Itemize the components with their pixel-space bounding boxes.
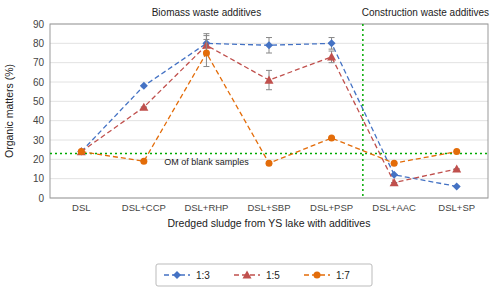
x-tick-label: DSL+AAC [372, 202, 416, 213]
x-tick-label: DSL [72, 202, 90, 213]
annotation: Biomass waste additives [152, 7, 262, 18]
data-point [265, 41, 273, 49]
data-point [139, 103, 148, 111]
grid-line [50, 101, 488, 102]
legend-marker [243, 271, 252, 279]
error-bar [203, 39, 209, 66]
data-point [327, 52, 336, 60]
y-tick-label: 90 [33, 19, 45, 30]
data-point [391, 160, 398, 167]
error-bar-cap [203, 33, 209, 34]
series-line [81, 53, 456, 163]
data-point [453, 182, 461, 190]
data-point [453, 148, 460, 155]
error-bar-cap [203, 39, 209, 40]
error-bar-cap [329, 62, 335, 63]
annotation: Construction waste additives [362, 7, 489, 18]
data-point [266, 160, 273, 167]
data-point [390, 178, 399, 186]
y-tick-label: 0 [38, 193, 44, 204]
grid-line [50, 120, 488, 121]
error-bar [266, 38, 272, 53]
data-point [77, 147, 86, 155]
data-point [328, 39, 336, 47]
data-point [265, 76, 274, 84]
error-bar-cap [266, 70, 272, 71]
y-tick-label: 30 [33, 135, 45, 146]
reference-line-label: OM of blank samples [164, 157, 249, 167]
data-point [140, 82, 148, 90]
y-axis-label: Organic matters (%) [3, 64, 15, 158]
x-tick-label: DSL+RHP [184, 202, 228, 213]
legend: 1:3 1:5 1:7 [156, 264, 372, 286]
error-bar-cap [266, 53, 272, 54]
grid-line [50, 140, 488, 141]
y-tick-label: 50 [33, 96, 45, 107]
plot-frame [50, 24, 488, 198]
grid-line [50, 178, 488, 179]
legend-box [156, 264, 372, 286]
legend-label: 1:3 [196, 270, 210, 281]
error-bar-cap [329, 49, 335, 50]
x-tick-label: DSL+SP [438, 202, 475, 213]
reference-hline [50, 153, 488, 155]
grid-line [50, 62, 488, 63]
error-bar-cap [266, 89, 272, 90]
y-tick-label: 10 [33, 173, 45, 184]
legend-label: 1:5 [266, 270, 280, 281]
x-tick-label: DSL+SBP [247, 202, 290, 213]
data-point [390, 171, 398, 179]
data-point [140, 158, 147, 165]
y-tick-label: 40 [33, 115, 45, 126]
error-bar [329, 38, 335, 50]
error-bar-cap [203, 66, 209, 67]
y-tick-label: 80 [33, 38, 45, 49]
data-point [203, 50, 210, 57]
data-point [77, 148, 85, 156]
error-bar-cap [329, 37, 335, 38]
series-line [81, 43, 456, 186]
plot-area [50, 24, 488, 198]
x-axis-label: Dredged sludge from YS lake with additiv… [168, 217, 371, 229]
grid-line [50, 159, 488, 160]
reference-vline [362, 24, 364, 198]
data-point [78, 148, 85, 155]
legend-label: 1:7 [336, 270, 350, 281]
y-tick-label: 60 [33, 77, 45, 88]
y-tick-label: 20 [33, 154, 45, 165]
data-point [452, 165, 461, 173]
x-tick-label: DSL+PSP [310, 202, 353, 213]
x-tick-label: DSL+CCP [122, 202, 166, 213]
error-bar-cap [329, 51, 335, 52]
legend-marker [314, 272, 321, 279]
series-line [81, 45, 456, 182]
chart: 0 10 20 30 40 50 60 70 80 90 DSL DSL+CCP DSL+RHP DSL+… [0, 0, 500, 300]
error-bar-cap [266, 37, 272, 38]
data-point [328, 135, 335, 142]
error-bar-cap [203, 35, 209, 36]
legend-marker [173, 271, 181, 279]
y-tick-label: 70 [33, 57, 45, 68]
